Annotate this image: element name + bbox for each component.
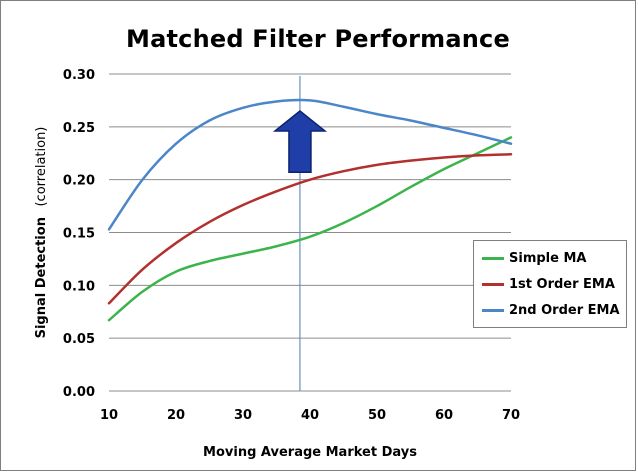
series-line-1st-order-ema: [107, 153, 513, 305]
x-axis-ticks: 10 20 30 40 50 60 70: [100, 408, 520, 423]
x-tick-label-0: 10: [100, 408, 118, 423]
x-tick-label-3: 40: [301, 408, 319, 423]
y-tick-label-6: 0.30: [63, 68, 95, 83]
y-tick-label-5: 0.25: [63, 121, 95, 136]
y-axis-title-sub: (correlation): [34, 127, 49, 207]
legend-item-2nd-order-ema: 2nd Order EMA: [482, 300, 620, 320]
legend-swatch-2nd-order-ema: [482, 308, 504, 312]
legend-swatch-simple-ma: [482, 256, 504, 260]
legend-swatch-1st-order-ema: [482, 282, 504, 286]
x-tick-label-2: 30: [234, 408, 252, 423]
legend-label-1st-order-ema: 1st Order EMA: [509, 276, 615, 292]
x-tick-label-5: 60: [435, 408, 453, 423]
legend: Simple MA 1st Order EMA 2nd Order EMA: [473, 240, 627, 328]
y-axis-title: Signal Detection (correlation): [34, 127, 49, 339]
legend-label-2nd-order-ema: 2nd Order EMA: [509, 302, 620, 318]
series-lines: [107, 98, 513, 322]
chart-title: Matched Filter Performance: [126, 25, 510, 53]
y-tick-label-1: 0.05: [63, 332, 95, 347]
x-axis-title: Moving Average Market Days: [203, 445, 417, 460]
x-tick-label-1: 20: [167, 408, 185, 423]
legend-label-simple-ma: Simple MA: [509, 250, 587, 266]
x-tick-label-6: 70: [502, 408, 520, 423]
y-tick-label-4: 0.20: [63, 174, 95, 189]
x-tick-label-4: 50: [368, 408, 386, 423]
legend-item-1st-order-ema: 1st Order EMA: [482, 274, 615, 294]
series-line-simple-ma: [107, 136, 513, 322]
legend-item-simple-ma: Simple MA: [482, 248, 586, 268]
y-tick-label-3: 0.15: [63, 227, 95, 242]
y-axis-ticks: 0.00 0.05 0.10 0.15 0.20 0.25 0.30: [63, 68, 95, 400]
y-axis-title-main: Signal Detection: [34, 217, 49, 338]
series-line-2nd-order-ema: [107, 98, 513, 231]
y-tick-label-2: 0.10: [63, 279, 95, 294]
y-tick-label-0: 0.00: [63, 385, 95, 400]
up-arrow-icon: [272, 110, 328, 174]
